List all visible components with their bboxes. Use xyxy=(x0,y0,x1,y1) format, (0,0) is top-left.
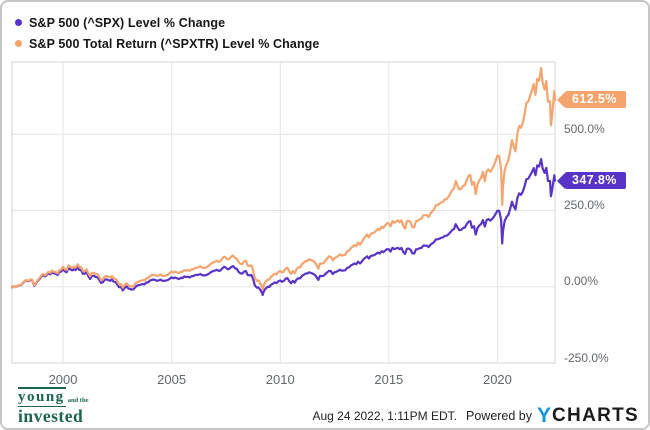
spx-end-value-badge: 347.8% xyxy=(557,172,626,190)
ycharts-wordmark: CHARTS xyxy=(552,405,639,426)
callout-arrow-left-icon xyxy=(557,172,565,189)
legend-item-label: S&P 500 (^SPX) Level % Change xyxy=(29,15,226,30)
series-line-1[interactable] xyxy=(10,66,557,291)
chart-timestamp: Aug 24 2022, 1:11PM EDT. xyxy=(312,408,457,423)
y-axis-label: 500.0% xyxy=(564,121,605,136)
chart-legend: S&P 500 (^SPX) Level % Change S&P 500 To… xyxy=(15,12,319,54)
spxtr-series-dot-icon xyxy=(15,40,22,47)
y-axis-label: 250.0% xyxy=(564,198,605,213)
legend-item-label: S&P 500 Total Return (^SPXTR) Level % Ch… xyxy=(29,36,320,51)
logo-word-invested: invested xyxy=(18,406,84,426)
x-axis-label: 2000 xyxy=(48,372,78,387)
x-axis-label: 2015 xyxy=(374,372,404,387)
spxtr-end-value: 612.5% xyxy=(565,91,626,109)
legend-item-spx[interactable]: S&P 500 (^SPX) Level % Change xyxy=(15,12,319,33)
series-line-0[interactable] xyxy=(10,158,557,297)
y-axis-label: 0.00% xyxy=(564,274,599,289)
powered-by-label: Powered by xyxy=(466,408,533,423)
logo-word-and-the: and the xyxy=(67,396,89,404)
x-axis-label: 2005 xyxy=(157,372,187,387)
legend-item-spxtr[interactable]: S&P 500 Total Return (^SPXTR) Level % Ch… xyxy=(15,33,319,54)
spxtr-end-value-badge: 612.5% xyxy=(557,91,626,109)
young-and-the-invested-logo: young and the invested xyxy=(18,387,88,426)
ycharts-y-icon: Y xyxy=(537,404,552,427)
plot-border xyxy=(11,61,556,364)
footer-attribution: Aug 24 2022, 1:11PM EDT. Powered by Y CHA… xyxy=(312,405,639,426)
callout-arrow-left-icon xyxy=(557,91,565,108)
x-axis-label: 2020 xyxy=(482,372,512,387)
y-axis-label: -250.0% xyxy=(564,350,609,365)
ycharts-logo[interactable]: Y CHARTS xyxy=(537,405,639,426)
spx-end-value: 347.8% xyxy=(565,172,626,190)
logo-word-young: young xyxy=(18,387,66,407)
x-axis-label: 2010 xyxy=(265,372,295,387)
spx-series-dot-icon xyxy=(15,19,22,26)
